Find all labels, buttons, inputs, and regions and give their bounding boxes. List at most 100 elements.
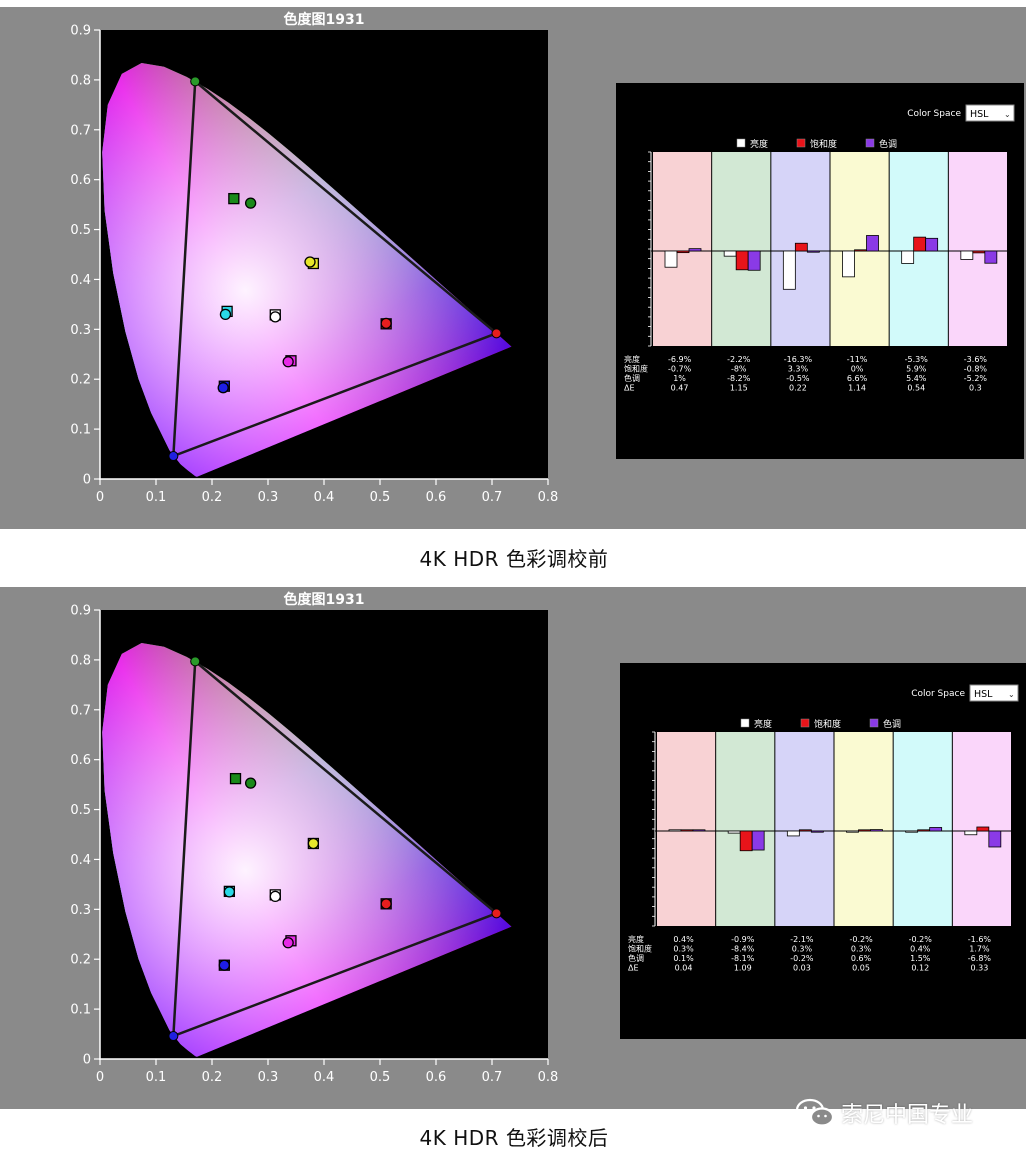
measured-point [380, 898, 392, 910]
gamut-triangle [171, 658, 499, 1038]
caption-after: 4K HDR 色彩调校后 [419, 1126, 609, 1150]
hsl-bar [960, 250, 974, 260]
hsl-bar [747, 250, 761, 271]
gamut-vertex [168, 451, 179, 462]
hsl-column-bg [716, 732, 775, 926]
hsl-value: 5.9% [906, 365, 927, 374]
measured-point [380, 317, 392, 329]
watermark: 索尼中国专业 [795, 1093, 973, 1133]
hsl-bar [692, 829, 706, 832]
watermark-text: 索尼中国专业 [841, 1103, 974, 1128]
hsl-bar [905, 830, 919, 833]
measured-point [307, 837, 320, 850]
panel-after: 色度图1931 0 0.1 0.2 0.3 0.4 0.5 0.6 0.7 0.8 0.9 0 0.1 0… [0, 587, 1026, 1109]
y-tick-label: 0 [83, 1053, 91, 1068]
hsl-value: -8.1% [731, 954, 755, 963]
hsl-row-label: ΔE [628, 964, 639, 973]
hsl-value: 0.3% [851, 945, 872, 954]
color-space-label: Color Space [911, 689, 965, 699]
hsl-bar [964, 830, 978, 836]
legend-swatch [736, 138, 746, 148]
hsl-value: -1.6% [968, 935, 992, 944]
measured-point [223, 886, 236, 898]
hsl-value: 0% [851, 365, 864, 374]
hsl-bar [842, 250, 855, 278]
hsl-value: -2.2% [727, 355, 751, 364]
hsl-value: 1.15 [730, 384, 748, 393]
cie-title: 色度图1931 [284, 11, 365, 28]
hsl-value: -5.2% [964, 374, 988, 383]
x-tick-label: 0.4 [314, 490, 335, 505]
hsl-value: 0.04 [675, 964, 693, 973]
hsl-value: 0.03 [793, 964, 811, 973]
hsl-bar [751, 830, 765, 851]
hsl-value: -3.6% [964, 355, 988, 364]
gamut-vertex [190, 76, 201, 87]
hsl-bar [925, 237, 939, 252]
y-tick-label: 0.5 [70, 223, 91, 238]
measured-point [218, 959, 230, 971]
gamut-vertex [491, 908, 502, 919]
chevron-down-icon: ⌄ [1008, 690, 1015, 699]
cie-locus-white [102, 63, 512, 477]
hsl-value: -0.7% [668, 365, 692, 374]
color-space-value: HSL [974, 689, 993, 700]
hsl-bar [806, 250, 820, 253]
legend-label: 饱和度 [810, 138, 837, 150]
hsl-bar [739, 830, 753, 852]
y-tick-label: 0.1 [70, 423, 91, 438]
y-tick-label: 0.1 [70, 1003, 91, 1018]
y-tick-label: 0.4 [70, 853, 91, 868]
hsl-row-label: 亮度 [624, 354, 640, 364]
y-tick-label: 0.2 [70, 953, 91, 968]
gamut-vertex [190, 656, 201, 667]
y-tick-label: 0.9 [70, 24, 91, 39]
hsl-value: 3.3% [788, 365, 809, 374]
chevron-down-icon: ⌄ [1004, 110, 1011, 119]
measured-point [219, 308, 232, 321]
hsl-bar [668, 829, 682, 832]
hsl-value: -0.2% [909, 935, 933, 944]
hsl-value: 0.12 [911, 964, 929, 973]
target-point [229, 772, 242, 785]
y-tick-label: 0.8 [70, 653, 91, 668]
hsl-value: 0.3% [673, 945, 694, 954]
x-tick-label: 0.3 [258, 490, 279, 505]
x-tick-label: 0.8 [538, 490, 559, 505]
hsl-bar [786, 830, 800, 837]
x-tick-label: 0.3 [258, 1070, 279, 1085]
hsl-value: -8.2% [727, 374, 751, 383]
hsl-column-bg [830, 152, 889, 346]
hsl-row-label: 亮度 [628, 934, 644, 944]
hsl-bar [794, 242, 808, 252]
hsl-value: -2.1% [790, 935, 814, 944]
hsl-bar [676, 250, 690, 254]
gamut-vertex [491, 328, 502, 339]
hsl-value: -0.5% [786, 374, 810, 383]
hsl-row-label: 色调 [628, 953, 644, 963]
y-tick-label: 0.5 [70, 803, 91, 818]
hsl-value: 0.3% [792, 945, 813, 954]
panel-before: 色度图1931 0 0.1 0.2 0.3 0.4 0.5 0.6 0.7 0.8 0.9 0 0.1 0… [0, 7, 1026, 529]
legend-swatch [740, 718, 750, 728]
chart-panel-after: 色度图1931 0 0.1 0.2 0.3 0.4 0.5 0.6 0.7 0.8 0.9 0 0.1 0… [70, 591, 1026, 1085]
hsl-value: -6.9% [668, 355, 692, 364]
hsl-value: 0.54 [907, 384, 925, 393]
hsl-bar [735, 250, 749, 271]
hsl-value: -5.3% [905, 355, 929, 364]
x-tick-label: 0.4 [314, 1070, 335, 1085]
measured-point [282, 937, 294, 949]
hsl-value: 0.47 [671, 384, 689, 393]
hsl-value: 0.4% [673, 935, 694, 944]
hsl-value: 0.4% [910, 945, 931, 954]
hsl-value: -8.4% [731, 945, 755, 954]
hsl-bar [976, 826, 990, 832]
hsl-bar [680, 829, 694, 832]
hsl-bar [798, 829, 812, 832]
x-tick-label: 0.8 [538, 1070, 559, 1085]
hsl-row-label: 饱和度 [628, 944, 652, 954]
color-space-value: HSL [970, 109, 989, 120]
hsl-value: 0.6% [851, 954, 872, 963]
hsl-column-bg [948, 152, 1007, 346]
hsl-bar [810, 830, 824, 833]
